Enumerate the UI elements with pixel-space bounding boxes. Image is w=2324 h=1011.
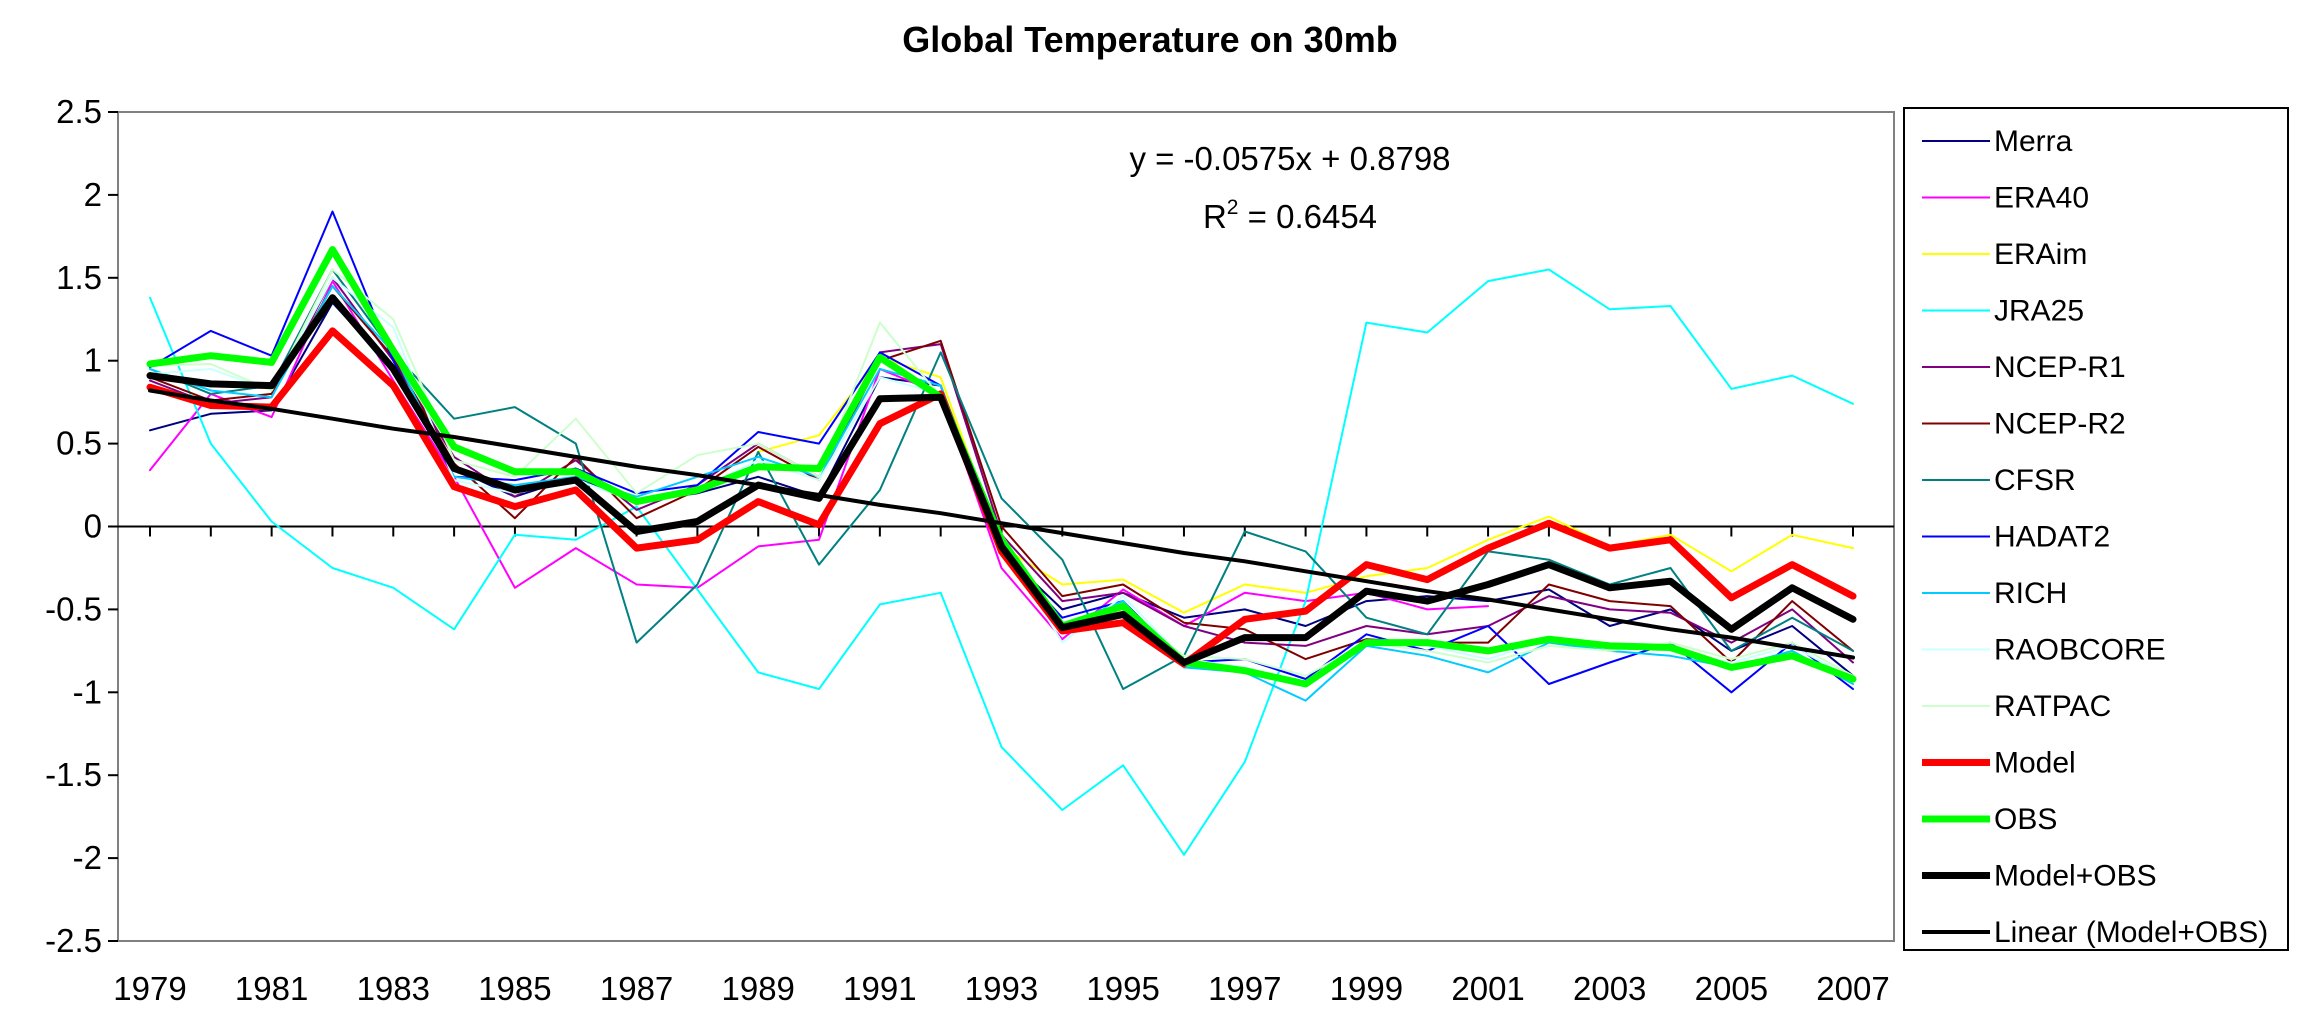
chart-title: Global Temperature on 30mb [902, 19, 1397, 60]
x-tick-label: 1987 [600, 970, 673, 1007]
x-tick-label: 1979 [113, 970, 186, 1007]
y-tick-label: -1 [73, 673, 102, 710]
y-tick-label: 0 [84, 508, 102, 545]
legend-label: RAOBCORE [1994, 634, 2166, 667]
legend-items: Merra ERA40 ERAim JRA25 NCEP-R1 NCEP-R2 CFSR HA… [1922, 125, 2268, 949]
y-tick-label: 1 [84, 342, 102, 379]
y-tick-label: 2 [84, 176, 102, 213]
legend-label: OBS [1994, 803, 2057, 836]
legend-label: ERAim [1994, 238, 2087, 271]
x-tick-label: 2003 [1573, 970, 1646, 1007]
legend-label: HADAT2 [1994, 521, 2110, 554]
series-line-1 [149, 280, 1490, 641]
series-line-9 [149, 276, 1854, 685]
y-axis: 2.5 2 1.5 1 0.5 0 -0.5 -1 -1.5 -2 -2.5 [45, 93, 118, 959]
legend-label: CFSR [1994, 464, 2076, 497]
series-line-3 [149, 268, 1854, 856]
x-tick-label: 1995 [1086, 970, 1159, 1007]
trendline-equation: y = -0.0575x + 0.8798 [1129, 140, 1450, 177]
y-tick-label: -2 [73, 839, 102, 876]
x-tick-label: 1983 [357, 970, 430, 1007]
series-line-14 [148, 388, 1855, 660]
y-tick-label: -0.5 [45, 590, 102, 627]
legend-label: ERA40 [1994, 182, 2089, 215]
x-tick-label: 1981 [235, 970, 308, 1007]
y-tick-label: -2.5 [45, 922, 102, 959]
legend [1903, 107, 2289, 951]
r-squared-label: R2 = 0.6454 [1203, 196, 1377, 235]
series-line-2 [757, 356, 1854, 614]
x-tick-label: 1989 [722, 970, 795, 1007]
x-tick-label: 2007 [1816, 970, 1889, 1007]
legend-label: Model [1994, 747, 2076, 780]
series-line-10 [149, 268, 1854, 677]
series-line-13 [146, 294, 1857, 666]
series-line-4 [149, 276, 1854, 664]
x-tick-label: 2005 [1695, 970, 1768, 1007]
x-tick-label: 2001 [1451, 970, 1524, 1007]
r-squared-value: = 0.6454 [1238, 198, 1377, 235]
r-squared-symbol: R [1203, 198, 1227, 235]
r-squared-exponent: 2 [1227, 196, 1239, 219]
x-tick-label: 1985 [478, 970, 551, 1007]
legend-label: Linear (Model+OBS) [1994, 916, 2268, 949]
x-tick-label: 1993 [965, 970, 1038, 1007]
legend-label: JRA25 [1994, 295, 2084, 328]
trendline-annotation: y = -0.0575x + 0.8798 R2 = 0.6454 [1129, 140, 1450, 235]
legend-label: NCEP-R1 [1994, 351, 2126, 384]
x-tick-label: 1991 [843, 970, 916, 1007]
y-tick-label: 0.5 [56, 425, 102, 462]
series-layer [146, 210, 1857, 856]
y-tick-label: 1.5 [56, 259, 102, 296]
series-line-7 [149, 210, 1854, 694]
y-tick-label: 2.5 [56, 93, 102, 130]
x-tick-label: 1997 [1208, 970, 1281, 1007]
legend-label: RICH [1994, 577, 2067, 610]
x-axis: 1979 1981 1983 1985 1987 1989 1991 1993 1995 1997… [113, 525, 1894, 1007]
series-line-6 [149, 268, 1854, 690]
x-tick-label: 1999 [1330, 970, 1403, 1007]
legend-label: Merra [1994, 125, 2073, 158]
legend-label: RATPAC [1994, 690, 2111, 723]
legend-label: NCEP-R2 [1994, 408, 2126, 441]
legend-label: Model+OBS [1994, 860, 2157, 893]
y-tick-label: -1.5 [45, 756, 102, 793]
